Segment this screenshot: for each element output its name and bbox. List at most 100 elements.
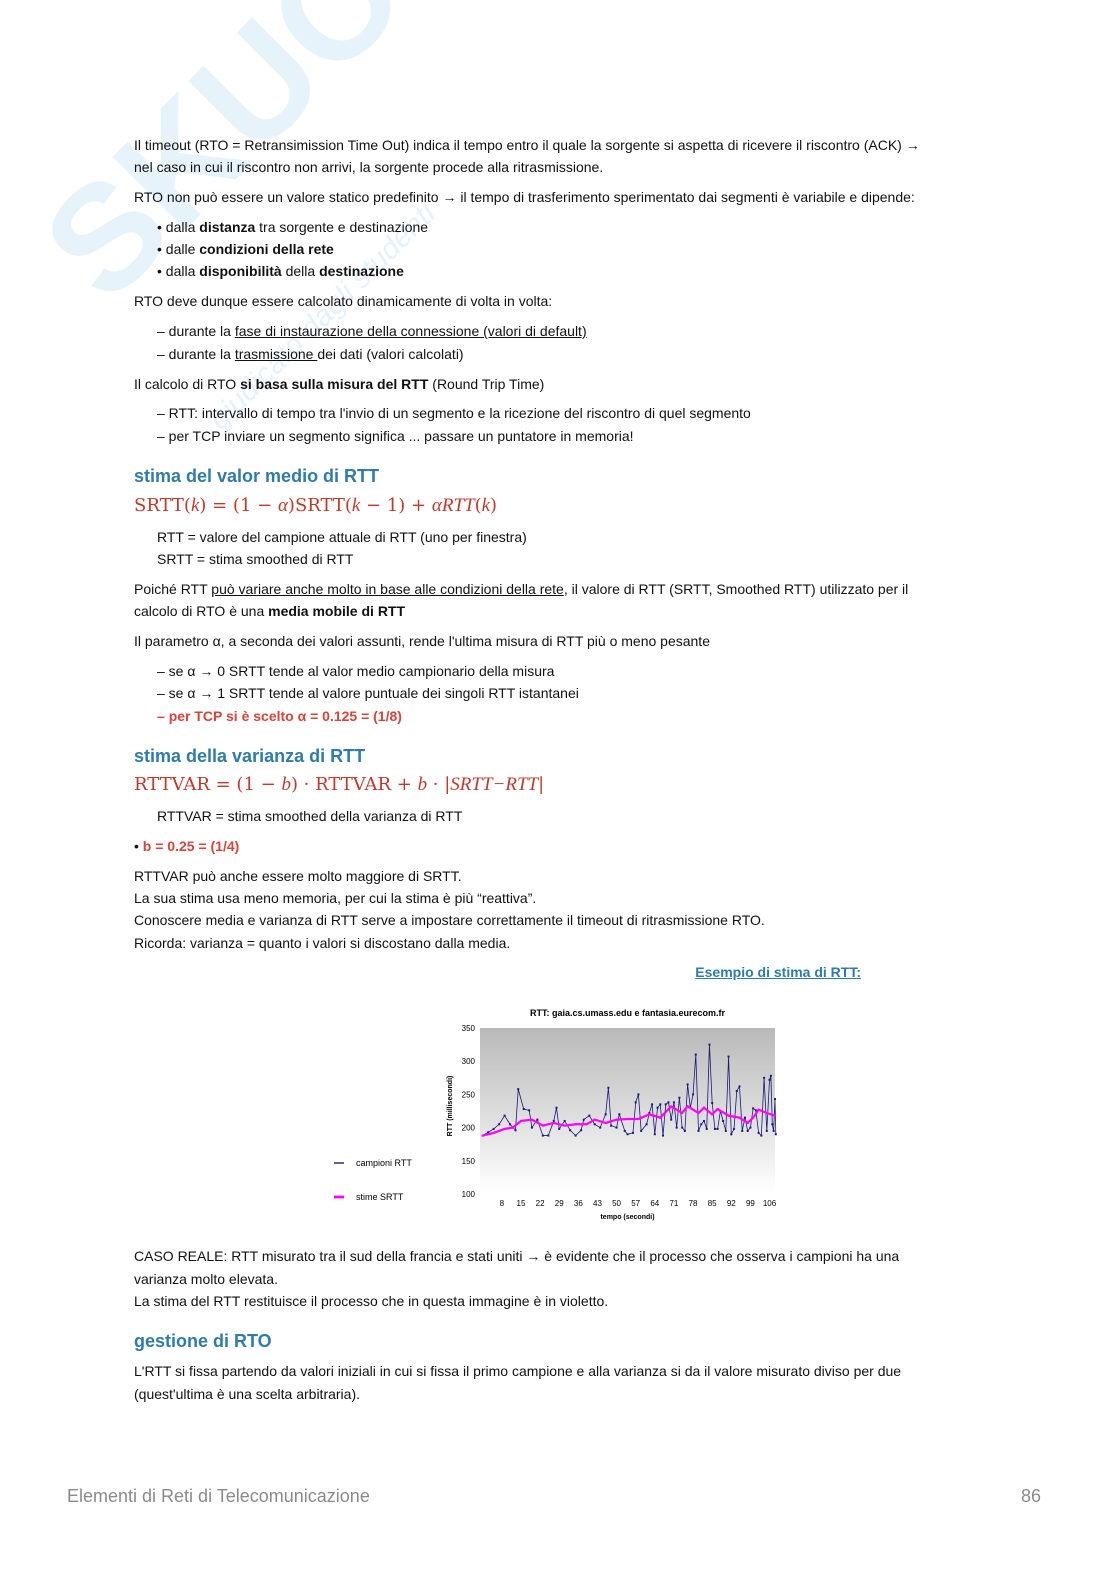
x-tick-label: 22 bbox=[536, 1199, 545, 1208]
text-segment: | bbox=[538, 774, 545, 795]
text-line: Il timeout (RTO = Retransimission Time O… bbox=[134, 136, 920, 154]
list-item: – RTT: intervallo di tempo tra l'invio d… bbox=[157, 404, 751, 422]
data-point bbox=[754, 1109, 757, 1112]
text-line: Il calcolo di RTO si basa sulla misura d… bbox=[134, 375, 544, 393]
data-point bbox=[774, 1098, 776, 1101]
bold-text: destinazione bbox=[319, 263, 404, 279]
data-point bbox=[637, 1093, 640, 1096]
legend-label: stime SRTT bbox=[356, 1192, 404, 1202]
x-tick-label: 71 bbox=[669, 1199, 678, 1208]
data-point bbox=[716, 1127, 719, 1130]
data-point bbox=[648, 1111, 651, 1114]
data-point bbox=[686, 1083, 689, 1086]
text-segment: ) · RTTVAR + bbox=[290, 774, 418, 795]
data-point bbox=[599, 1126, 602, 1129]
data-point bbox=[541, 1134, 544, 1137]
data-point bbox=[769, 1074, 772, 1077]
data-point bbox=[574, 1134, 577, 1137]
text-segment: Il parametro α, a seconda dei valori ass… bbox=[134, 633, 710, 649]
data-point bbox=[741, 1129, 744, 1132]
text-segment: nel caso in cui il riscontro non arrivi,… bbox=[134, 159, 604, 175]
data-point bbox=[662, 1134, 665, 1137]
text-line: RTO non può essere un valore statico pre… bbox=[134, 188, 915, 206]
legend-label: campioni RTT bbox=[356, 1158, 412, 1168]
data-point bbox=[530, 1118, 533, 1121]
text-segment: • dalla bbox=[157, 263, 200, 279]
x-tick-label: 106 bbox=[763, 1199, 777, 1208]
example-link[interactable]: Esempio di stima di RTT: bbox=[695, 964, 861, 980]
text-segment: Ricorda: varianza = quanto i valori si d… bbox=[134, 935, 511, 951]
underlined-text: fase di instaurazione della connessione … bbox=[234, 323, 587, 339]
math-variable: α bbox=[277, 495, 288, 516]
data-point bbox=[604, 1121, 607, 1124]
highlight-text: b = 0.25 = (1/4) bbox=[142, 838, 240, 854]
data-point bbox=[492, 1131, 495, 1134]
text-segment: – durante la bbox=[157, 346, 235, 362]
list-item: – durante la trasmissione dei dati (valo… bbox=[157, 345, 464, 363]
text-segment: Poiché RTT bbox=[134, 581, 212, 597]
data-point bbox=[763, 1076, 766, 1079]
text-segment: RTTVAR = stima smoothed della varianza d… bbox=[157, 808, 463, 824]
text-line: RTTVAR = stima smoothed della varianza d… bbox=[157, 807, 462, 825]
data-point bbox=[607, 1086, 610, 1089]
data-point bbox=[593, 1123, 596, 1126]
x-tick-label: 29 bbox=[555, 1199, 564, 1208]
text-segment: dei dati (valori calcolati) bbox=[317, 346, 464, 362]
bullet-item: • dalla distanza tra sorgente e destinaz… bbox=[157, 218, 428, 236]
x-tick-label: 64 bbox=[650, 1199, 659, 1208]
data-point bbox=[681, 1126, 684, 1129]
x-tick-label: 57 bbox=[631, 1199, 640, 1208]
data-point bbox=[708, 1043, 711, 1046]
text-segment: RTTVAR può anche essere molto maggiore d… bbox=[134, 868, 462, 884]
data-point bbox=[615, 1126, 618, 1129]
data-point bbox=[678, 1096, 681, 1099]
text-segment: RTO non può essere un valore statico pre… bbox=[134, 189, 915, 205]
data-point bbox=[675, 1126, 678, 1129]
data-point bbox=[757, 1108, 760, 1111]
data-point bbox=[746, 1121, 749, 1124]
data-point bbox=[528, 1109, 531, 1112]
data-point bbox=[697, 1129, 700, 1132]
math-variable: SRTT−RTT bbox=[450, 774, 539, 795]
math-variable: b bbox=[281, 774, 291, 795]
highlight-text: – bbox=[157, 708, 169, 724]
text-line: varianza molto elevata. bbox=[134, 1270, 278, 1288]
text-segment: RTT = valore del campione attuale di RTT… bbox=[157, 529, 527, 545]
y-axis-label: RTT (millisecondi) bbox=[447, 1076, 454, 1137]
bullet-item: • dalle condizioni della rete bbox=[157, 240, 334, 258]
data-point bbox=[711, 1113, 714, 1116]
data-point bbox=[771, 1123, 774, 1126]
text-segment: calcolo di RTO è una bbox=[134, 603, 269, 619]
x-tick-label: 99 bbox=[746, 1199, 755, 1208]
data-point bbox=[752, 1116, 755, 1119]
data-point bbox=[582, 1118, 585, 1121]
underlined-text: trasmissione bbox=[234, 346, 318, 362]
text-segment: Il calcolo di RTO bbox=[134, 376, 241, 392]
data-point bbox=[711, 1102, 714, 1105]
text-segment: – se α → 0 SRTT tende al valor medio cam… bbox=[157, 663, 555, 679]
y-tick-label: 200 bbox=[462, 1124, 476, 1133]
data-point bbox=[730, 1133, 733, 1136]
data-point bbox=[774, 1133, 777, 1136]
text-segment: RTTVAR = (1 − bbox=[134, 774, 282, 795]
list-item: – se α → 0 SRTT tende al valor medio cam… bbox=[157, 662, 554, 680]
data-point bbox=[503, 1127, 506, 1130]
data-point bbox=[772, 1129, 775, 1132]
bullet-item: • b = 0.25 = (1/4) bbox=[134, 837, 239, 855]
text-segment: , il valore di RTT (SRTT, Smoothed RTT) … bbox=[563, 581, 909, 597]
data-point bbox=[651, 1103, 654, 1106]
data-point bbox=[702, 1119, 705, 1122]
data-point bbox=[713, 1127, 716, 1130]
data-point bbox=[664, 1103, 667, 1106]
data-point bbox=[746, 1129, 749, 1132]
footer-title: Elementi di Reti di Telecomunicazione bbox=[67, 1486, 370, 1506]
data-point bbox=[672, 1101, 675, 1104]
section-heading: stima del valor medio di RTT bbox=[134, 466, 380, 486]
bullet-item: • dalla disponibilità della destinazione bbox=[157, 262, 404, 280]
x-tick-label: 15 bbox=[517, 1199, 526, 1208]
list-item: – durante la fase di instaurazione della… bbox=[157, 322, 587, 340]
bold-text: distanza bbox=[199, 219, 256, 235]
data-point bbox=[722, 1119, 725, 1122]
bold-text: disponibilità bbox=[199, 263, 282, 279]
data-point bbox=[645, 1123, 648, 1126]
